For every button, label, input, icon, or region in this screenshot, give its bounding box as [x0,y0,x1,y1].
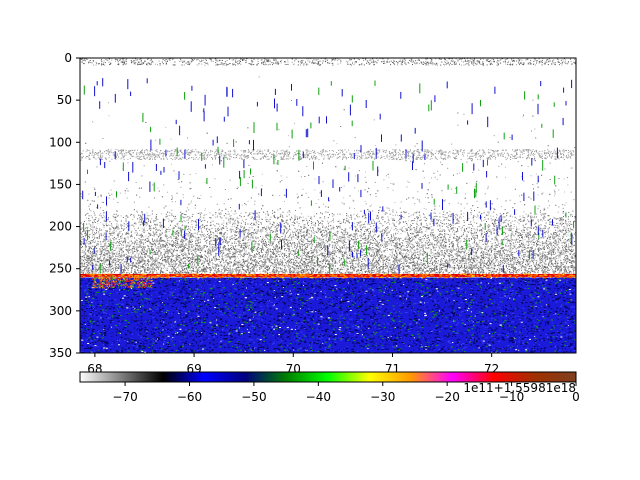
y-tick-label: 150 [49,177,72,191]
colorbar-gradient [79,371,577,383]
colorbar-tick-label: −10 [499,390,524,404]
colorbar-tick-label: −30 [370,390,395,404]
y-axis: 0 50 100 150 200 250 300 350 [49,51,80,360]
colorbar-offset-text: 1e11+1.55981e18 [463,381,576,395]
plot-frame [79,57,577,354]
y-tick-label: 250 [49,262,72,276]
colorbar-tick-label: 0 [572,390,580,404]
colorbar: −70 −60 −50 −40 −30 −20 −10 0 1e11+1.55981e18 [79,371,580,404]
y-tick-label: 200 [49,220,72,234]
colorbar-tick-label: −60 [177,390,202,404]
echogram-plot [80,58,576,353]
y-tick-label: 350 [49,346,72,360]
colorbar-tick-label: −20 [435,390,460,404]
colorbar-tick-label: −40 [306,390,331,404]
y-tick-label: 50 [57,93,72,107]
y-tick-label: 300 [49,304,72,318]
y-tick-label: 0 [64,51,72,65]
colorbar-tick-label: −70 [112,390,137,404]
colorbar-tick-label: −50 [241,390,266,404]
y-tick-label: 100 [49,135,72,149]
